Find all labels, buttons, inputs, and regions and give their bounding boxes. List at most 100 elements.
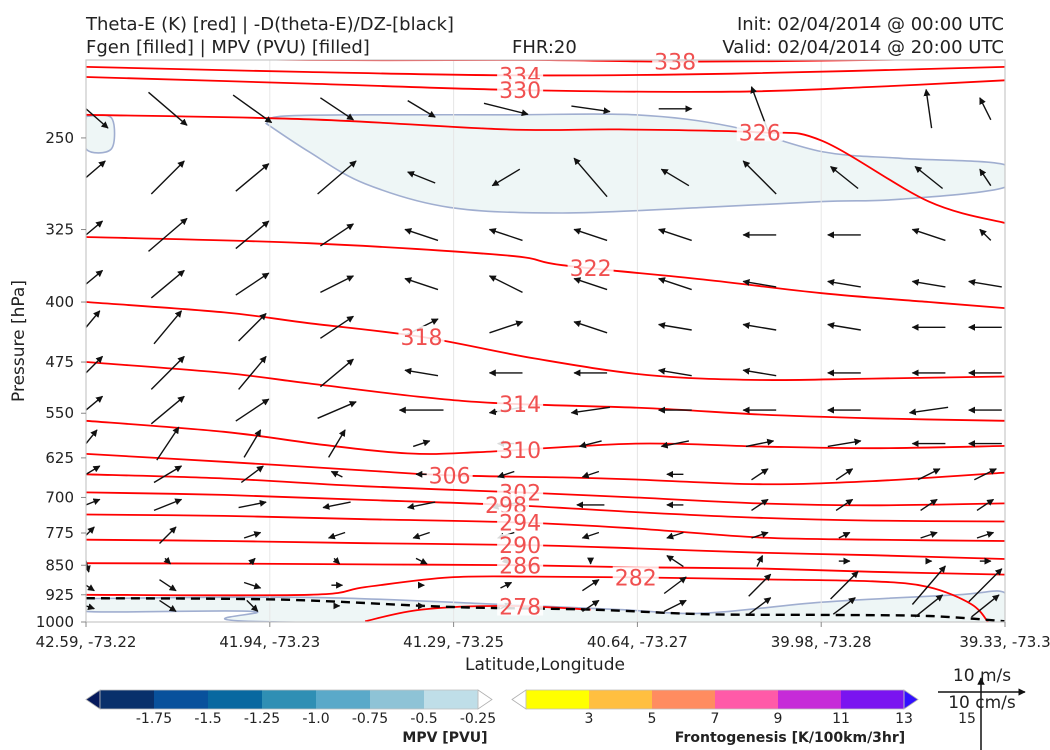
- theta-e-contour-302: [86, 473, 1005, 507]
- colorbar-extend-high: [477, 689, 493, 710]
- wind-vector: [497, 470, 515, 479]
- mpv-colorbar-label: MPV [PVU]: [402, 730, 487, 746]
- fgen-colorbar-tick: 15: [958, 711, 976, 727]
- wind-vector: [663, 599, 687, 613]
- wind-vector: [153, 310, 183, 345]
- theta-e-label-322: 322: [570, 257, 612, 282]
- theta-e-label-310: 310: [499, 439, 541, 464]
- wind-vector: [911, 228, 946, 242]
- theta-e-label-338: 338: [654, 51, 696, 76]
- wind-vector: [581, 531, 600, 540]
- mpv-filled-regions: [86, 113, 1005, 622]
- y-tick-label: 625: [45, 449, 74, 467]
- colorbar-extend-high: [903, 689, 919, 710]
- mpv-colorbar-tick: -1.75: [136, 711, 172, 727]
- neg-dthetae-dz-line: [86, 597, 1005, 622]
- theta-e-label-bg: [736, 121, 783, 142]
- wind-vector: [243, 429, 262, 458]
- theta-e-contour-326: [86, 113, 1005, 224]
- theta-e-contour-318: [86, 301, 1005, 382]
- mpv-colorbar-tick: -1.25: [244, 711, 280, 727]
- frontogenesis-colorbar: 3 5 7 9 11 13 15 Frontogenesis [K/100km/3hr]: [511, 689, 976, 746]
- plot-frame: [85, 59, 1006, 623]
- wind-vector: [742, 160, 777, 195]
- fgen-colorbar-tick: 7: [711, 711, 720, 727]
- wind-vector: [415, 557, 428, 565]
- wind-vector: [163, 556, 171, 565]
- wind-vector: [658, 322, 692, 331]
- colorbar-segment: [262, 690, 317, 709]
- wind-vector: [159, 526, 177, 544]
- theta-e-contour-290: [86, 538, 1005, 560]
- wind-vector: [920, 498, 938, 511]
- wind-vector: [573, 320, 608, 334]
- wind-vector: [666, 531, 684, 540]
- wind-vector: [911, 278, 946, 288]
- wind-vector: [923, 88, 933, 129]
- theta-e-label-314: 314: [499, 393, 541, 418]
- y-tick-label: 325: [45, 221, 74, 239]
- wind-vector: [968, 568, 1003, 603]
- wind-vector: [756, 554, 764, 567]
- wind-vector: [246, 599, 259, 612]
- wind-vector: [917, 468, 941, 481]
- wind-vector: [332, 556, 341, 565]
- wind-vector: [976, 498, 995, 511]
- theta-e-label-bg: [497, 438, 544, 459]
- wind-vector: [742, 278, 777, 288]
- wind-vector: [658, 367, 692, 377]
- wind-vector: [327, 531, 346, 540]
- colorbar-segment: [526, 690, 590, 709]
- x-tick-label: 39.33, -73.3: [959, 633, 1050, 651]
- wind-vector: [148, 91, 188, 126]
- wind-vector: [500, 581, 513, 589]
- colorbar-segment: [208, 690, 263, 709]
- wind-vector: [666, 555, 684, 568]
- wind-vector: [660, 168, 690, 187]
- wind-vector: [320, 275, 355, 294]
- wind-scale-top-label: 10 m/s: [953, 666, 1011, 686]
- wind-vector: [582, 579, 600, 592]
- wind-vector: [488, 275, 523, 294]
- wind-vector: [968, 278, 1002, 288]
- wind-vector: [317, 160, 357, 195]
- theta-e-label-bg: [398, 325, 445, 346]
- wind-vector: [156, 426, 180, 461]
- wind-vector: [570, 406, 610, 416]
- wind-vector: [827, 278, 861, 288]
- wind-vector: [86, 220, 104, 236]
- title-line-1: Theta-E (K) [red] | -D(theta-E)/DZ-[blac…: [86, 14, 454, 35]
- wind-vector: [483, 102, 529, 117]
- theta-e-label-bg: [497, 393, 544, 414]
- colorbar-segment: [652, 690, 716, 709]
- mpv-colorbar-tick: -0.25: [460, 711, 496, 727]
- wind-vector: [86, 395, 104, 411]
- wind-vector: [911, 565, 946, 605]
- colorbar-extend-low: [85, 689, 101, 710]
- wind-vector: [153, 465, 183, 484]
- colorbar-frame: [525, 689, 905, 710]
- theta-e-label-306: 306: [429, 464, 471, 489]
- init-time: Init: 02/04/2014 @ 00:00 UTC: [736, 14, 1004, 35]
- wind-vector: [658, 277, 692, 291]
- forecast-hour: FHR:20: [512, 37, 577, 58]
- fgen-colorbar-tick: 5: [648, 711, 657, 727]
- colorbar-segment: [424, 690, 479, 709]
- wind-vector: [573, 157, 608, 198]
- wind-scale-bottom-label: 10 cm/s: [948, 693, 1016, 713]
- theta-e-contour-294: [86, 513, 1005, 542]
- wind-vector: [751, 498, 769, 511]
- wind-vector: [979, 97, 992, 121]
- theta-e-label-294: 294: [499, 511, 541, 536]
- wind-vector: [320, 97, 354, 121]
- y-tick-label: 775: [45, 524, 74, 542]
- wind-vector: [578, 440, 602, 449]
- colorbar-extend-low: [511, 689, 527, 710]
- wind-vector: [827, 322, 861, 331]
- wind-vector: [320, 223, 354, 247]
- wind-vector: [491, 168, 521, 187]
- colorbar-segment: [316, 690, 371, 709]
- colorbar-segment: [589, 690, 653, 709]
- wind-vector: [835, 468, 854, 481]
